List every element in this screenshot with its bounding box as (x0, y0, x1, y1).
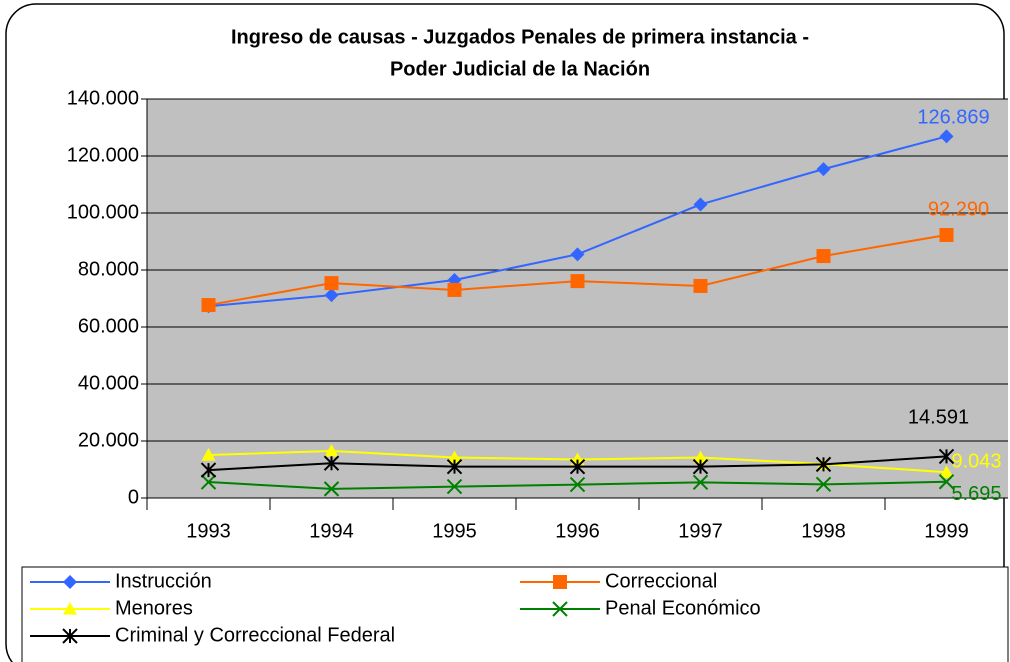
marker (63, 602, 77, 615)
plot-area (147, 99, 1008, 498)
marker (446, 458, 463, 475)
y-tick-label: 0 (128, 486, 139, 508)
marker (693, 197, 708, 212)
marker (692, 474, 709, 491)
x-tick-label: 1996 (555, 520, 600, 542)
y-tick-label: 80.000 (78, 258, 139, 280)
marker (939, 227, 954, 242)
legend-label: Penal Económico (605, 597, 761, 619)
marker (324, 276, 339, 291)
marker (447, 450, 462, 464)
y-tick-label: 120.000 (67, 144, 139, 166)
y-tick-label: 20.000 (78, 429, 139, 451)
marker (552, 601, 568, 617)
legend-label: Instrucción (115, 570, 212, 592)
marker (201, 298, 216, 313)
marker (692, 458, 709, 475)
legend-label: Criminal y Correccional Federal (115, 624, 395, 646)
data-label: 126.869 (917, 107, 989, 129)
marker (570, 247, 585, 262)
marker (939, 129, 954, 144)
marker (446, 478, 463, 495)
legend (21, 566, 1009, 662)
marker (553, 575, 567, 589)
chart-title: Ingreso de causas - Juzgados Penales de … (231, 26, 809, 48)
marker (570, 274, 585, 289)
marker (324, 443, 339, 457)
marker (323, 455, 340, 471)
marker (938, 474, 955, 490)
marker (569, 458, 586, 475)
marker (63, 575, 77, 589)
x-tick-label: 1997 (678, 520, 723, 542)
y-tick-label: 100.000 (67, 201, 139, 223)
marker (201, 447, 216, 461)
x-tick-label: 1998 (801, 520, 846, 542)
marker (815, 456, 832, 473)
x-tick-label: 1999 (924, 520, 969, 542)
x-tick-label: 1995 (432, 520, 477, 542)
marker (816, 162, 831, 177)
y-tick-label: 60.000 (78, 315, 139, 337)
marker (938, 448, 955, 465)
marker (693, 278, 708, 293)
marker (200, 474, 217, 490)
marker (62, 628, 78, 644)
marker (324, 288, 339, 303)
legend-label: Menores (115, 597, 193, 619)
y-tick-label: 140.000 (67, 87, 139, 109)
chart-title: Poder Judicial de la Nación (390, 58, 650, 80)
data-label: 14.591 (908, 407, 969, 429)
legend-label: Correccional (605, 570, 717, 592)
marker (447, 282, 462, 297)
marker (200, 462, 217, 478)
x-tick-label: 1993 (186, 520, 231, 542)
x-tick-label: 1994 (309, 520, 354, 542)
marker (815, 476, 832, 493)
marker (693, 450, 708, 464)
marker (569, 476, 586, 493)
marker (323, 481, 340, 497)
data-label: 9.043 (951, 451, 1001, 473)
data-label: 92.290 (928, 198, 989, 220)
data-label: 5.695 (951, 483, 1001, 505)
marker (816, 249, 831, 264)
marker (939, 465, 954, 478)
y-tick-label: 40.000 (78, 372, 139, 394)
